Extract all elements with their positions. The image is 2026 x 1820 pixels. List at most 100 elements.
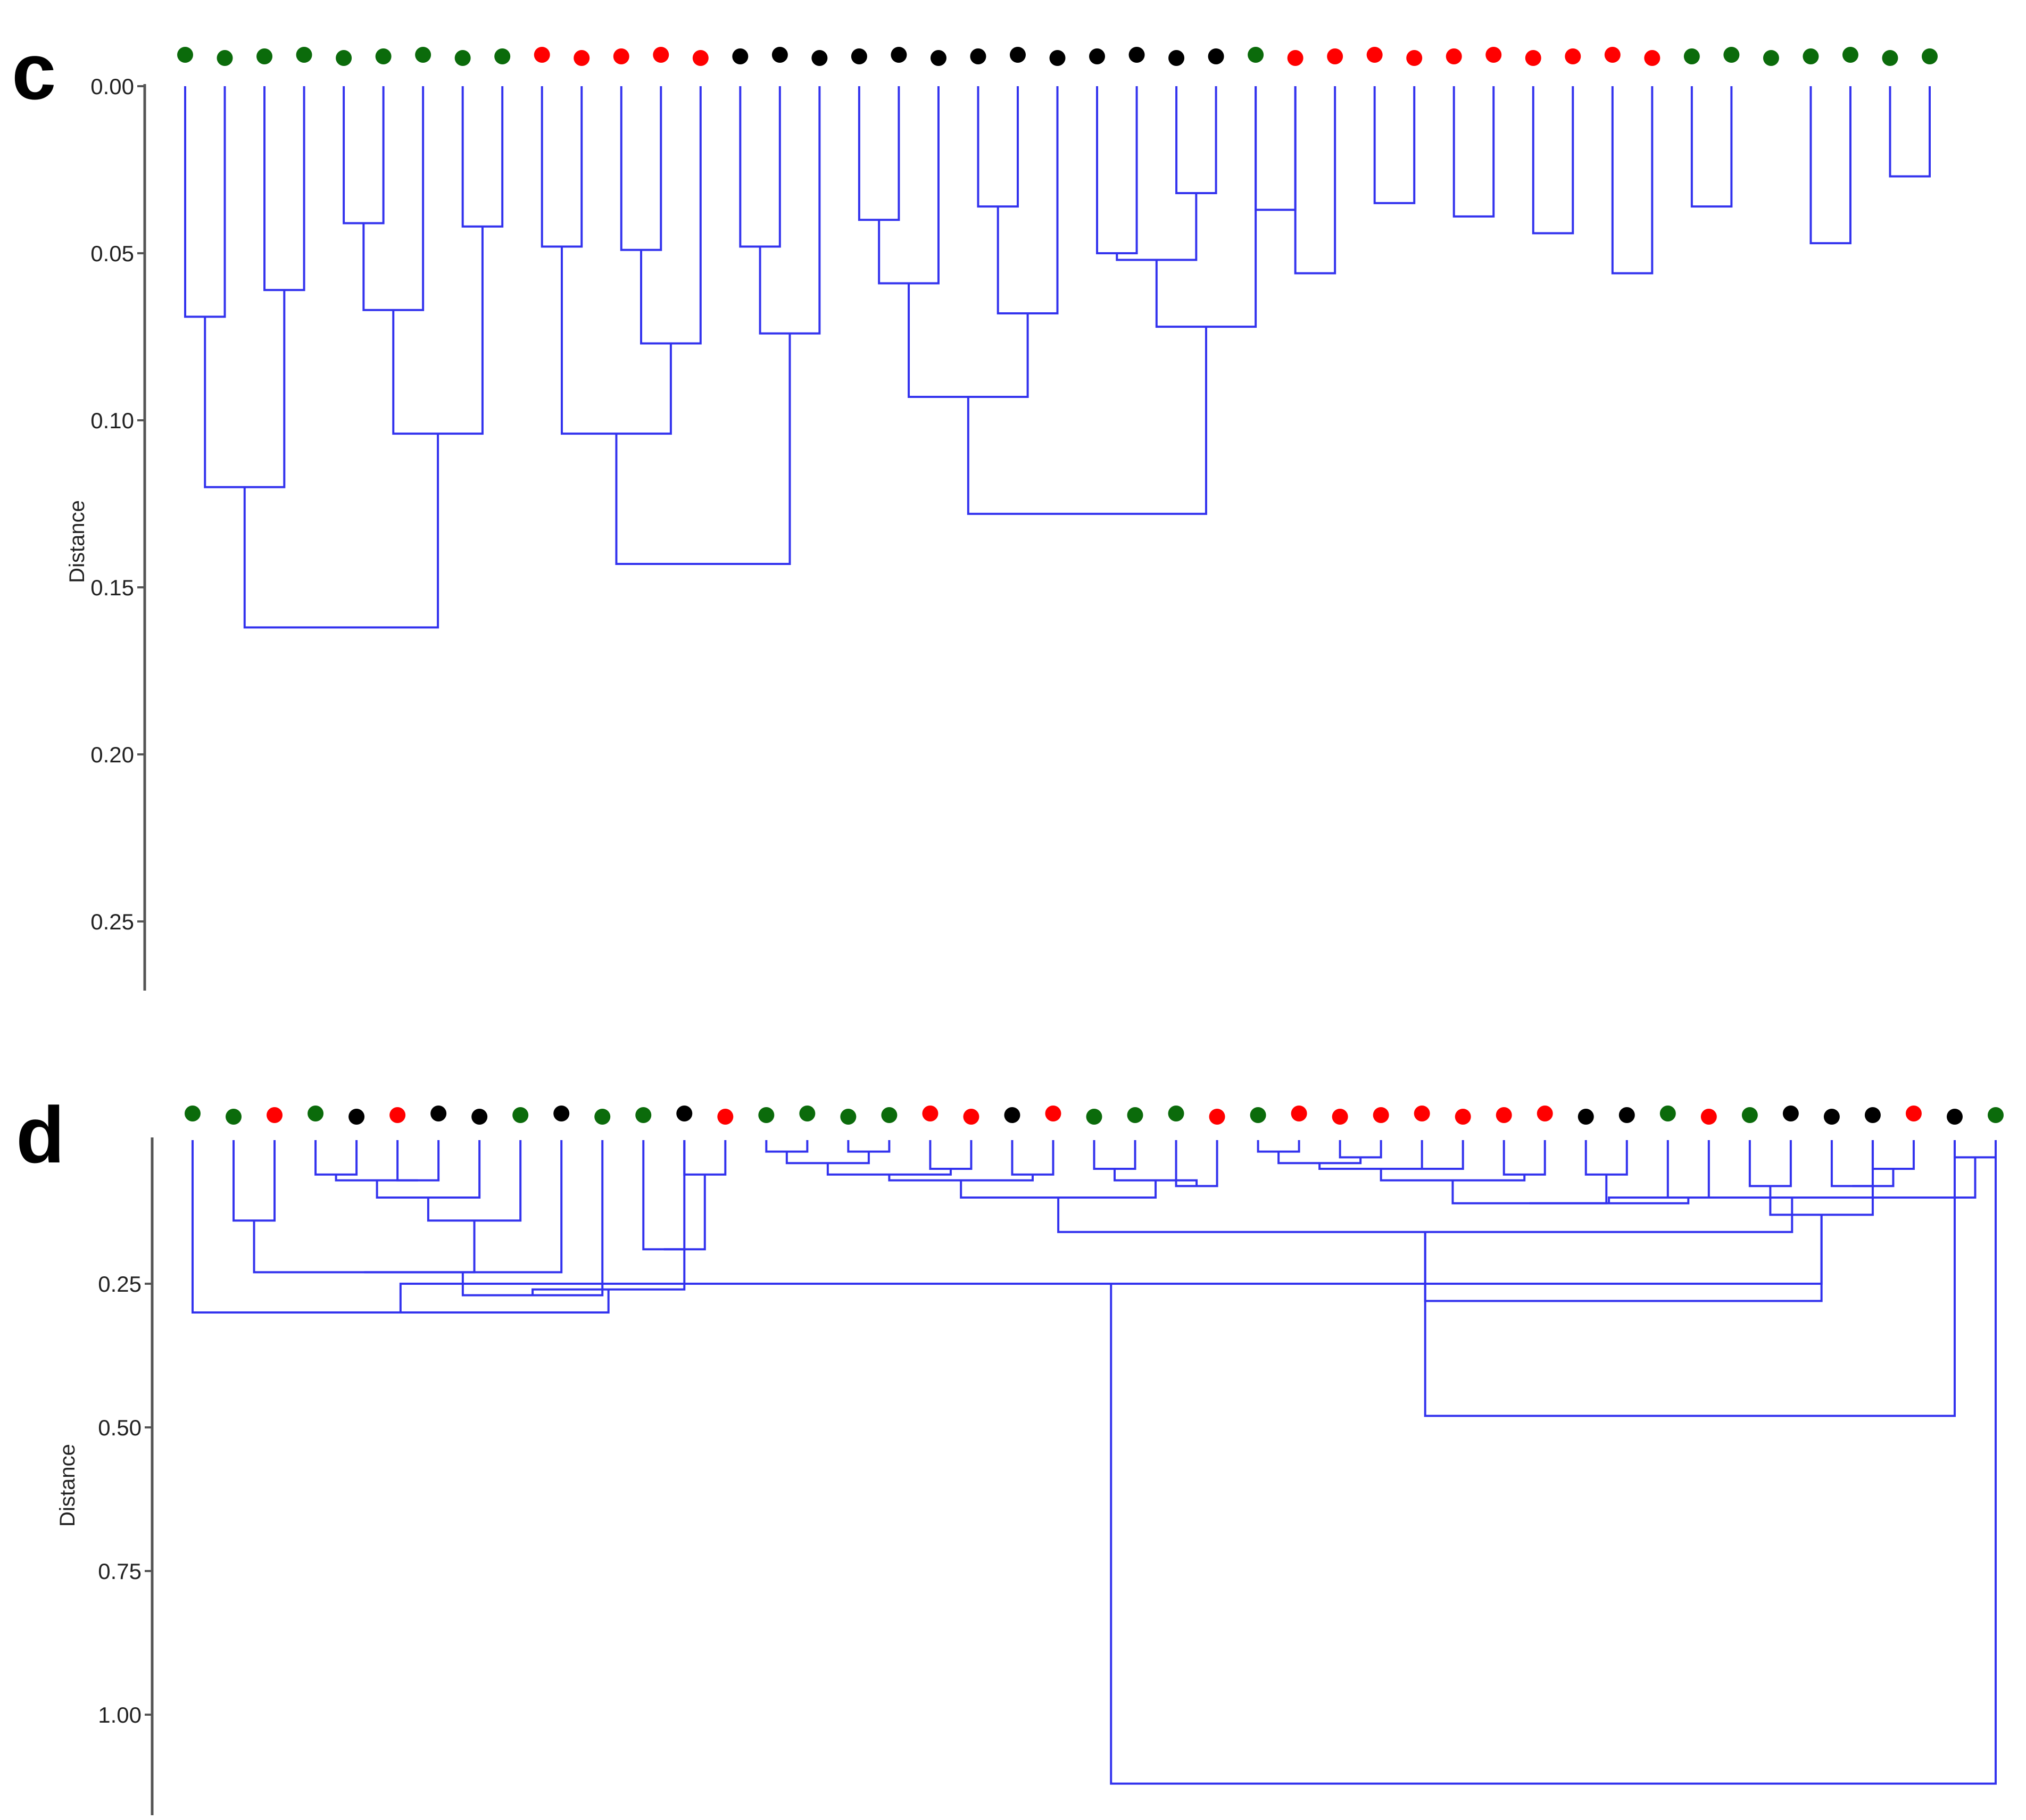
leaf-marker-red <box>389 1107 406 1123</box>
leaf-marker-green <box>1659 1106 1676 1121</box>
panel-c-link <box>977 86 1019 208</box>
leaf-marker-green <box>177 47 193 63</box>
panel-c-link <box>878 86 940 285</box>
leaf-marker-red <box>1287 50 1303 66</box>
leaf-marker-green <box>594 1109 611 1125</box>
leaf-marker-red <box>717 1109 734 1125</box>
panel-d-link <box>1175 1140 1218 1187</box>
leaf-marker-green <box>1168 1106 1184 1121</box>
panel-d-link <box>1502 1140 1546 1176</box>
panel-d-tick-label: 0.75 <box>98 1559 142 1584</box>
leaf-marker-red <box>1455 1109 1471 1125</box>
panel-d-link <box>1451 1174 1608 1204</box>
panel-d-links <box>192 1140 1997 1785</box>
panel-d-link <box>427 1140 522 1222</box>
leaf-marker-green <box>217 50 233 66</box>
leaf-marker-red <box>267 1107 283 1123</box>
leaf-marker-green <box>185 1106 201 1121</box>
panel-d-y-axis-title: Distance <box>56 1444 79 1527</box>
panel-c-link <box>1532 86 1574 235</box>
panel-d-link <box>1666 1140 1710 1199</box>
panel-c-tick-label: 0.20 <box>90 742 134 767</box>
panel-c-leaf-markers <box>177 47 1938 66</box>
panel-d-link <box>1830 1140 1874 1187</box>
panel-c-link <box>1255 86 1297 211</box>
panel-c-link <box>560 246 672 435</box>
panel-d-tick-label: 0.50 <box>98 1415 142 1440</box>
leaf-marker-green <box>1763 50 1779 66</box>
leaf-marker-black <box>1577 1109 1594 1125</box>
panel-c-y-axis-title: Distance <box>65 500 89 583</box>
leaf-marker-green <box>308 1106 324 1121</box>
leaf-marker-black <box>1128 47 1145 63</box>
panel-d-link <box>396 1140 440 1182</box>
panel-c-link <box>1690 86 1733 208</box>
panel-d-link <box>1421 1140 1464 1170</box>
panel-d: d Distance 0.25 0.50 0.75 1.00 <box>16 1090 2004 1815</box>
leaf-marker-green <box>226 1109 242 1125</box>
leaf-marker-green <box>415 47 431 63</box>
leaf-marker-green <box>1250 1107 1266 1123</box>
panel-d-link <box>364 1140 563 1274</box>
panel-c-link <box>739 86 781 248</box>
leaf-marker-black <box>1782 1106 1799 1121</box>
leaf-marker-red <box>1525 50 1541 66</box>
leaf-marker-red <box>1700 1109 1717 1125</box>
panel-c: c Distance 0.00 0.05 0.10 0.15 0.20 0.25 <box>12 27 1938 991</box>
panel-d-link <box>1257 1140 1300 1153</box>
panel-d-link <box>1852 1169 1895 1187</box>
panel-c-link <box>620 86 662 251</box>
leaf-marker-black <box>970 48 986 64</box>
leaf-marker-green <box>1127 1107 1143 1123</box>
panel-c-link <box>392 226 484 435</box>
leaf-marker-green <box>375 48 392 64</box>
leaf-marker-black <box>732 48 749 64</box>
leaf-marker-black <box>1049 50 1066 66</box>
panel-c-ticks: 0.00 0.05 0.10 0.15 0.20 0.25 <box>90 74 145 934</box>
panel-d-link <box>1608 1157 1977 1203</box>
leaf-marker-red <box>1366 47 1383 63</box>
panel-c-link <box>1611 86 1654 275</box>
panel-d-link <box>1093 1140 1136 1170</box>
panel-c-link <box>1452 86 1495 218</box>
leaf-marker-red <box>1209 1109 1225 1125</box>
leaf-marker-black <box>1823 1109 1840 1125</box>
leaf-marker-green <box>881 1107 898 1123</box>
panel-c-link <box>997 86 1059 315</box>
panel-d-link <box>1424 1215 1823 1302</box>
leaf-marker-green <box>512 1107 529 1123</box>
leaf-marker-green <box>840 1109 857 1125</box>
panel-d-link <box>960 1180 1157 1199</box>
panel-c-link <box>1175 86 1217 194</box>
panel-d-link <box>1871 1140 1915 1170</box>
leaf-marker-black <box>1168 50 1185 66</box>
leaf-marker-red <box>1604 47 1621 63</box>
panel-c-link <box>967 327 1207 515</box>
leaf-marker-black <box>348 1109 365 1125</box>
leaf-marker-red <box>1644 50 1660 66</box>
leaf-marker-black <box>676 1106 693 1121</box>
panel-c-links <box>184 86 1931 629</box>
panel-d-link <box>642 1140 686 1251</box>
panel-d-link <box>1424 1140 1956 1417</box>
panel-c-tick-label: 0.15 <box>90 575 134 600</box>
leaf-marker-red <box>1496 1107 1512 1123</box>
leaf-marker-black <box>1864 1107 1881 1123</box>
leaf-marker-black <box>1208 48 1224 64</box>
leaf-marker-green <box>296 47 312 63</box>
leaf-marker-green <box>635 1107 652 1123</box>
panel-c-tick-label: 0.25 <box>90 909 134 934</box>
panel-d-link <box>1110 1140 1997 1785</box>
panel-c-link <box>343 86 385 225</box>
panel-c-link <box>908 283 1029 398</box>
panel-c-link <box>1116 193 1198 261</box>
panel-d-leaf-markers <box>185 1106 2004 1125</box>
leaf-marker-green <box>494 48 511 64</box>
leaf-marker-red <box>1327 48 1343 64</box>
panel-d-link <box>929 1140 973 1170</box>
leaf-marker-green <box>336 50 352 66</box>
panel-d-link <box>1529 1198 1690 1204</box>
panel-c-link <box>243 434 439 629</box>
leaf-marker-green <box>1086 1109 1102 1125</box>
leaf-marker-red <box>963 1109 979 1125</box>
